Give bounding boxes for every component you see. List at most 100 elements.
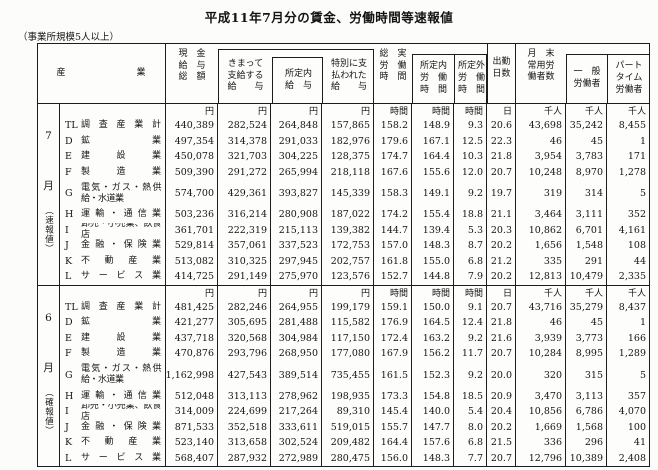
value-cell: 265,994 bbox=[271, 164, 322, 180]
period-status-note: （速報値） bbox=[43, 206, 54, 254]
industry-code: L bbox=[65, 452, 72, 464]
value-cell: 164.5 bbox=[412, 315, 454, 331]
period-month-unit: 月 bbox=[43, 361, 54, 374]
value-cell: 172,753 bbox=[322, 238, 374, 254]
block-rows-june: 円円円円時間 時間 時間日千人 千人 千人 TL 調査産業計 481,425 282,246 26… bbox=[60, 285, 649, 466]
col-header-total-cash-earnings: 現 金 給 与 総 額 bbox=[178, 49, 206, 83]
value-cell: 10.3 bbox=[454, 149, 487, 165]
value-cell: 421,277 bbox=[166, 315, 218, 331]
value-cell: 144.7 bbox=[374, 222, 412, 238]
period-status-note: （確報値） bbox=[43, 387, 54, 436]
value-cell: 574,700 bbox=[166, 180, 218, 207]
value-cell: 20.2 bbox=[487, 269, 516, 285]
industry-label-cell: I 卸売・小売業、飲食店 bbox=[60, 222, 166, 238]
industry-name: 電気・ガス・熱供給・水道業 bbox=[81, 182, 162, 204]
col-header-special-earnings: 特別に支 払われた 給 与 bbox=[330, 58, 367, 93]
industry-code: H bbox=[65, 209, 74, 221]
industry-label-cell: K 不動産業 bbox=[60, 253, 166, 269]
value-cell: 145,339 bbox=[322, 180, 374, 207]
value-cell: 320,568 bbox=[218, 330, 271, 346]
value-cell: 291,033 bbox=[271, 133, 322, 149]
value-cell: 9.1 bbox=[454, 299, 487, 315]
value-cell: 3,783 bbox=[566, 149, 607, 165]
value-cell: 161.5 bbox=[374, 361, 412, 389]
table-row: D 鉱業 497,354 314,378 291,033 182,976 179.6 167.… bbox=[60, 133, 649, 149]
value-cell: 513,082 bbox=[166, 253, 218, 269]
unit-label: 円 bbox=[218, 104, 271, 118]
value-cell: 282,246 bbox=[218, 299, 271, 315]
unit-label: 日 bbox=[487, 285, 516, 300]
value-cell: 155.6 bbox=[412, 164, 454, 180]
value-cell: 148.3 bbox=[412, 450, 454, 466]
value-cell: 10,479 bbox=[566, 269, 607, 285]
value-cell: 156.0 bbox=[374, 450, 412, 466]
table-row: E 建設業 450,078 321,703 304,225 128,375 174.7 164… bbox=[60, 149, 649, 165]
value-cell: 11.7 bbox=[454, 346, 487, 362]
industry-label-cell: TL 調査産業計 bbox=[60, 299, 166, 315]
value-cell: 336 bbox=[516, 435, 566, 451]
value-cell: 1,289 bbox=[618, 348, 646, 360]
value-cell: 10,389 bbox=[566, 450, 607, 466]
value-cell: 272,989 bbox=[271, 450, 322, 466]
industry-label-cell: L サービス業 bbox=[60, 269, 166, 285]
table-row: L サービス業 414,725 291,149 275,970 123,576 152.7 1… bbox=[60, 269, 649, 285]
industry-name: 運輸・通信業 bbox=[81, 209, 161, 220]
table-row: F 製造業 470,876 293,796 268,950 177,080 167.9 156… bbox=[60, 346, 649, 362]
value-cell: 20.2 bbox=[487, 419, 516, 435]
value-cell: 46 bbox=[516, 315, 566, 331]
value-cell: 335 bbox=[516, 253, 566, 269]
value-cell: 117,150 bbox=[322, 330, 374, 346]
industry-name: サービス業 bbox=[81, 271, 161, 282]
value-cell: 155.0 bbox=[412, 253, 454, 269]
value-cell: 21.8 bbox=[487, 149, 516, 165]
value-cell: 437,718 bbox=[166, 330, 218, 346]
industry-code: F bbox=[65, 166, 72, 178]
industry-label-cell: F 製造業 bbox=[60, 164, 166, 180]
col-header-scheduled-earnings: 所定内 給 与 bbox=[284, 68, 312, 91]
value-cell: 3,470 bbox=[516, 388, 566, 404]
value-cell: 46 bbox=[516, 133, 566, 149]
value-cell: 264,955 bbox=[271, 299, 322, 315]
value-cell: 280,475 bbox=[322, 450, 374, 466]
industry-code: K bbox=[65, 437, 73, 449]
industry-label-cell: G 電気・ガス・熱供給・水道業 bbox=[60, 180, 166, 207]
value-cell: 19.7 bbox=[487, 180, 516, 207]
value-cell: 177,080 bbox=[322, 346, 374, 362]
value-cell: 174.7 bbox=[374, 149, 412, 165]
value-cell: 282,524 bbox=[218, 118, 271, 134]
value-cell: 9.3 bbox=[454, 118, 487, 134]
value-cell: 12,796 bbox=[516, 450, 566, 466]
value-cell: 3,954 bbox=[516, 149, 566, 165]
unit-label: 千人 bbox=[516, 104, 566, 118]
unit-row: 円円円円時間 時間 時間日千人 千人 千人 bbox=[60, 285, 649, 300]
industry-name: 運輸・通信業 bbox=[81, 390, 161, 401]
value-cell: 389,514 bbox=[271, 361, 322, 389]
value-cell: 152.7 bbox=[374, 269, 412, 285]
table-row: D 鉱業 421,277 305,695 281,488 115,582 176.9 164.… bbox=[60, 315, 649, 331]
value-cell: 5.4 bbox=[454, 404, 487, 420]
value-cell: 357,061 bbox=[218, 238, 271, 254]
value-cell: 3,464 bbox=[516, 207, 566, 223]
value-cell: 21.5 bbox=[487, 435, 516, 451]
industry-name: 不動産業 bbox=[81, 255, 161, 266]
value-cell: 218,118 bbox=[322, 164, 374, 180]
col-header-overtime-hours: 所定外 労 働 時 間 bbox=[457, 61, 485, 95]
value-cell: 321,703 bbox=[218, 149, 271, 165]
value-cell: 12.4 bbox=[454, 315, 487, 331]
col-header-industry: 産 業 bbox=[38, 44, 166, 103]
industry-code: J bbox=[65, 421, 69, 433]
unit-row-spacer bbox=[60, 104, 166, 118]
industry-label-cell: J 金融・保険業 bbox=[60, 419, 166, 435]
value-cell: 310,325 bbox=[218, 253, 271, 269]
period-label-july: 7 月 （速報値） bbox=[38, 104, 60, 285]
value-cell: 20.2 bbox=[487, 238, 516, 254]
value-cell: 319 bbox=[516, 180, 566, 207]
industry-code: F bbox=[65, 348, 72, 360]
value-cell: 173.3 bbox=[374, 388, 412, 404]
industry-name: 金融・保険業 bbox=[81, 240, 161, 251]
unit-row-spacer bbox=[60, 285, 166, 300]
value-cell: 20.6 bbox=[487, 118, 516, 134]
unit-label: 千人 bbox=[627, 107, 646, 117]
value-cell: 320 bbox=[516, 361, 566, 389]
value-cell: 18.5 bbox=[454, 388, 487, 404]
